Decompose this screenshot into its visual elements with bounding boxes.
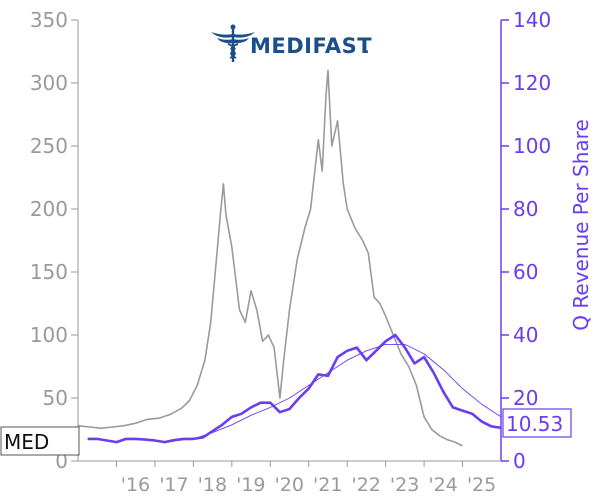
caduceus-icon [211,24,255,62]
ticker-box [0,426,80,456]
x-tick-label: '22 [351,474,380,496]
right-axis-ticks: 0 20 40 60 80 100 120 140 [501,8,551,473]
brand-logo: MEDIFAST . [211,24,372,62]
right-tick-label: 120 [513,71,551,95]
revenue-line [87,333,502,444]
right-tick-label: 60 [513,260,538,284]
right-axis-label: Q Revenue Per Share [569,119,593,331]
right-tick-label: 100 [513,134,551,158]
left-tick-label: 150 [30,260,68,284]
x-tick-label: '20 [275,474,304,496]
left-tick-label: 250 [30,134,68,158]
x-tick-label: '18 [198,474,227,496]
x-tick-label: '17 [159,474,188,496]
revenue-trend-line [193,343,502,440]
ticker-label: MED [4,430,49,454]
x-axis-ticks: '16 '17 '18 '19 '20 '21 '22 '23 '24 '25 [115,461,496,496]
right-tick-label: 140 [513,8,551,32]
x-tick-label: '25 [467,474,496,496]
x-tick-label: '19 [236,474,265,496]
x-tick-label: '21 [313,474,342,496]
price-line [77,69,463,447]
left-tick-label: 50 [43,386,68,410]
right-tick-label: 80 [513,197,538,221]
right-tick-label: 0 [513,449,526,473]
left-tick-label: 350 [30,8,68,32]
last-value-box [502,408,572,438]
brand-mark: . [364,41,370,57]
x-tick-label: '16 [121,474,150,496]
right-tick-label: 40 [513,323,538,347]
left-tick-label: 300 [30,71,68,95]
left-tick-label: 200 [30,197,68,221]
last-value-label: 10.53 [506,412,563,436]
x-tick-label: '24 [428,474,457,496]
left-tick-label: 100 [30,323,68,347]
x-tick-label: '23 [390,474,419,496]
series-layer [77,69,502,447]
brand-name: MEDIFAST [250,34,372,58]
right-tick-label: 20 [513,386,538,410]
